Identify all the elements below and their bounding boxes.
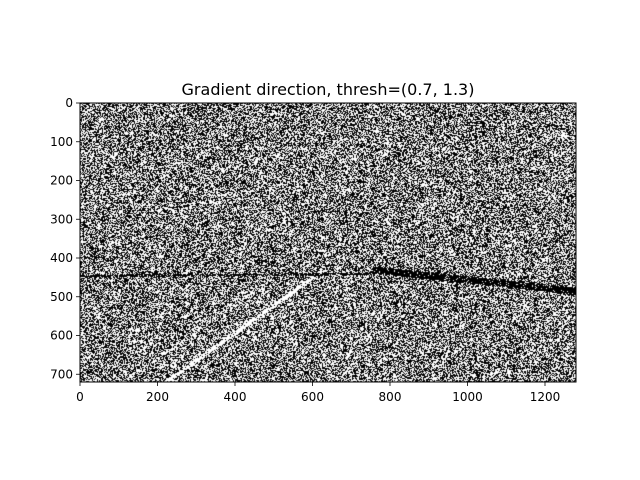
x-tick-label: 200	[146, 390, 169, 404]
y-tick-label: 700	[50, 367, 73, 381]
x-tick-label: 1000	[452, 390, 483, 404]
y-tick-label: 600	[50, 329, 73, 343]
x-tick-label: 0	[76, 390, 84, 404]
gradient-direction-image	[80, 103, 576, 382]
x-tick-label: 1200	[530, 390, 561, 404]
x-axis-ticks: 0 200 400 600 800 1000 1200	[76, 382, 560, 404]
x-tick-label: 800	[379, 390, 402, 404]
x-tick-label: 600	[301, 390, 324, 404]
y-tick-label: 0	[65, 96, 73, 110]
x-tick-label: 400	[224, 390, 247, 404]
y-axis-ticks: 0 100 200 300 400 500 600 700	[50, 96, 80, 381]
y-tick-label: 100	[50, 135, 73, 149]
y-tick-label: 200	[50, 174, 73, 188]
y-tick-label: 300	[50, 212, 73, 226]
chart-title: Gradient direction, thresh=(0.7, 1.3)	[182, 80, 475, 99]
y-tick-label: 400	[50, 251, 73, 265]
axes-frame	[79, 102, 577, 383]
y-tick-label: 500	[50, 290, 73, 304]
